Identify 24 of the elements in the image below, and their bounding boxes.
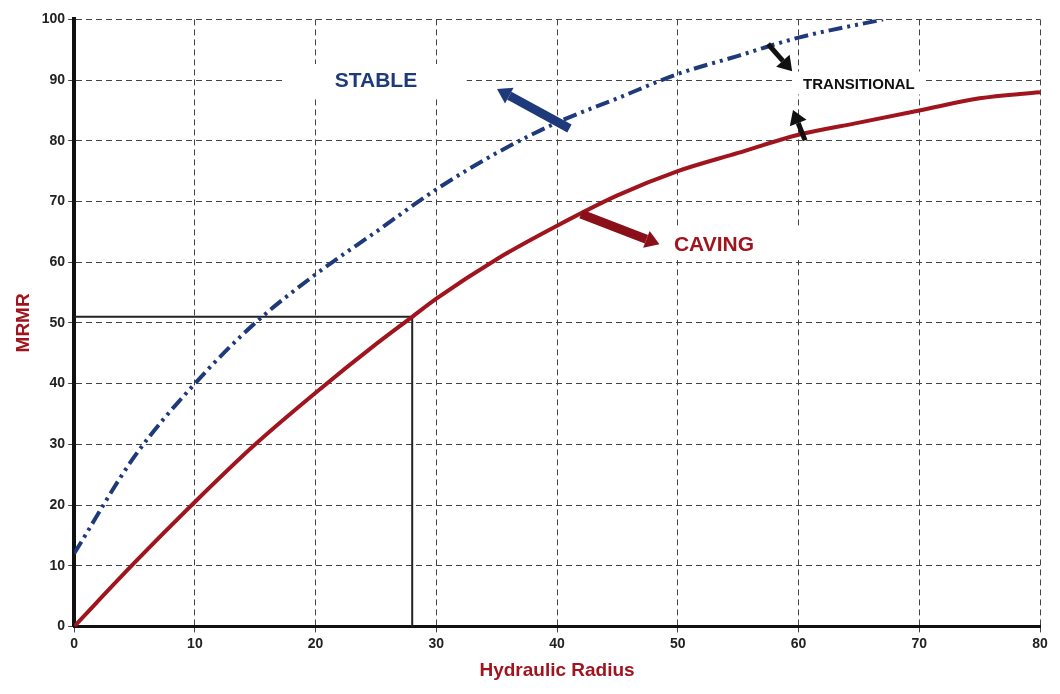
x-tick-label: 50 [670, 634, 686, 651]
y-tick-label: 40 [49, 374, 66, 391]
x-tick-label: 10 [187, 634, 203, 651]
y-tick-label: 20 [49, 495, 66, 512]
y-tick-label: 90 [49, 70, 66, 87]
x-axis-title: Hydraulic Radius [479, 658, 635, 680]
y-tick-label: 100 [41, 10, 66, 27]
x-tick-label: 30 [428, 634, 445, 651]
label-box: TRANSITIONAL [793, 71, 925, 95]
x-tick-label: 40 [549, 634, 566, 651]
y-tick-label: 80 [49, 131, 66, 148]
y-tick-label: 60 [49, 253, 66, 270]
x-tick-label: 80 [1032, 634, 1048, 651]
x-tick-label: 20 [307, 634, 324, 651]
y-axis-title: MRMR [11, 293, 33, 353]
y-tick-label: 50 [49, 313, 66, 330]
x-tick-label: 70 [911, 634, 928, 651]
x-tick-label: 0 [70, 634, 79, 651]
y-tick-label: 0 [57, 617, 66, 634]
label-box: STABLE [284, 64, 468, 97]
x-tick-label: 60 [790, 634, 807, 651]
y-tick-label: 30 [49, 435, 66, 452]
y-tick-label: 70 [49, 192, 66, 209]
y-tick-label: 10 [49, 556, 66, 573]
